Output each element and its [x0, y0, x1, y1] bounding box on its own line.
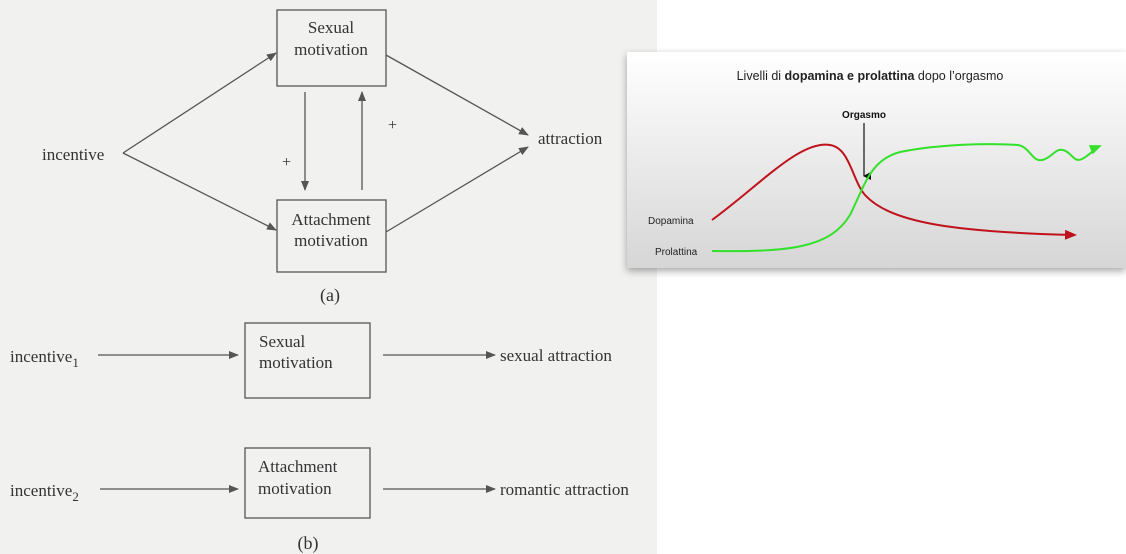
- title-part: dopo l’orgasmo: [914, 69, 1003, 83]
- hormone-card: Livelli di dopamina e prolattina dopo l’…: [627, 52, 1126, 268]
- card-bg: [627, 52, 1126, 268]
- input-label: incentive1: [10, 347, 79, 370]
- input-text: incentive: [10, 347, 72, 366]
- plus: +: [388, 117, 397, 134]
- marker-label: Orgasmo: [842, 110, 886, 121]
- scanned-diagram: incentive Sexual motivation Attachment m…: [0, 0, 657, 554]
- attachment-box: [276, 199, 387, 273]
- arrow: [385, 146, 529, 233]
- prolactin-curve: [711, 143, 1102, 253]
- sexual-box: [276, 9, 387, 87]
- paper: [0, 0, 657, 554]
- caption: (b): [298, 533, 319, 554]
- title-part: Livelli di: [737, 69, 785, 83]
- arrow: [122, 152, 277, 231]
- box-text: motivation: [258, 479, 332, 498]
- subscript: 2: [72, 489, 79, 504]
- output-label: romantic attraction: [500, 480, 629, 499]
- caption: (a): [320, 285, 340, 306]
- box-text: motivation: [294, 231, 368, 250]
- title-bold: dopamina e prolattina: [785, 69, 916, 83]
- plus: +: [282, 154, 291, 171]
- box-text: Attachment: [291, 210, 371, 229]
- box-text: motivation: [294, 40, 368, 59]
- subscript: 1: [72, 355, 79, 370]
- input-label: incentive: [42, 145, 104, 164]
- box-text: Sexual: [259, 332, 306, 351]
- chart-title: Livelli di dopamina e prolattina dopo l’…: [737, 69, 1004, 83]
- attachment-box-b: [244, 447, 371, 519]
- output-label: attraction: [538, 129, 603, 148]
- arrow: [122, 52, 277, 154]
- arrow: [385, 54, 529, 136]
- box-text: motivation: [259, 353, 333, 372]
- series-label: Prolattina: [655, 247, 698, 258]
- series-label: Dopamina: [648, 216, 694, 227]
- sexual-box-b: [244, 322, 371, 399]
- input-text: incentive: [10, 481, 72, 500]
- output-label: sexual attraction: [500, 346, 612, 365]
- input-label: incentive2: [10, 481, 79, 504]
- dopamine-curve: [711, 143, 1077, 240]
- box-text: Sexual: [308, 18, 355, 37]
- box-text: Attachment: [258, 457, 338, 476]
